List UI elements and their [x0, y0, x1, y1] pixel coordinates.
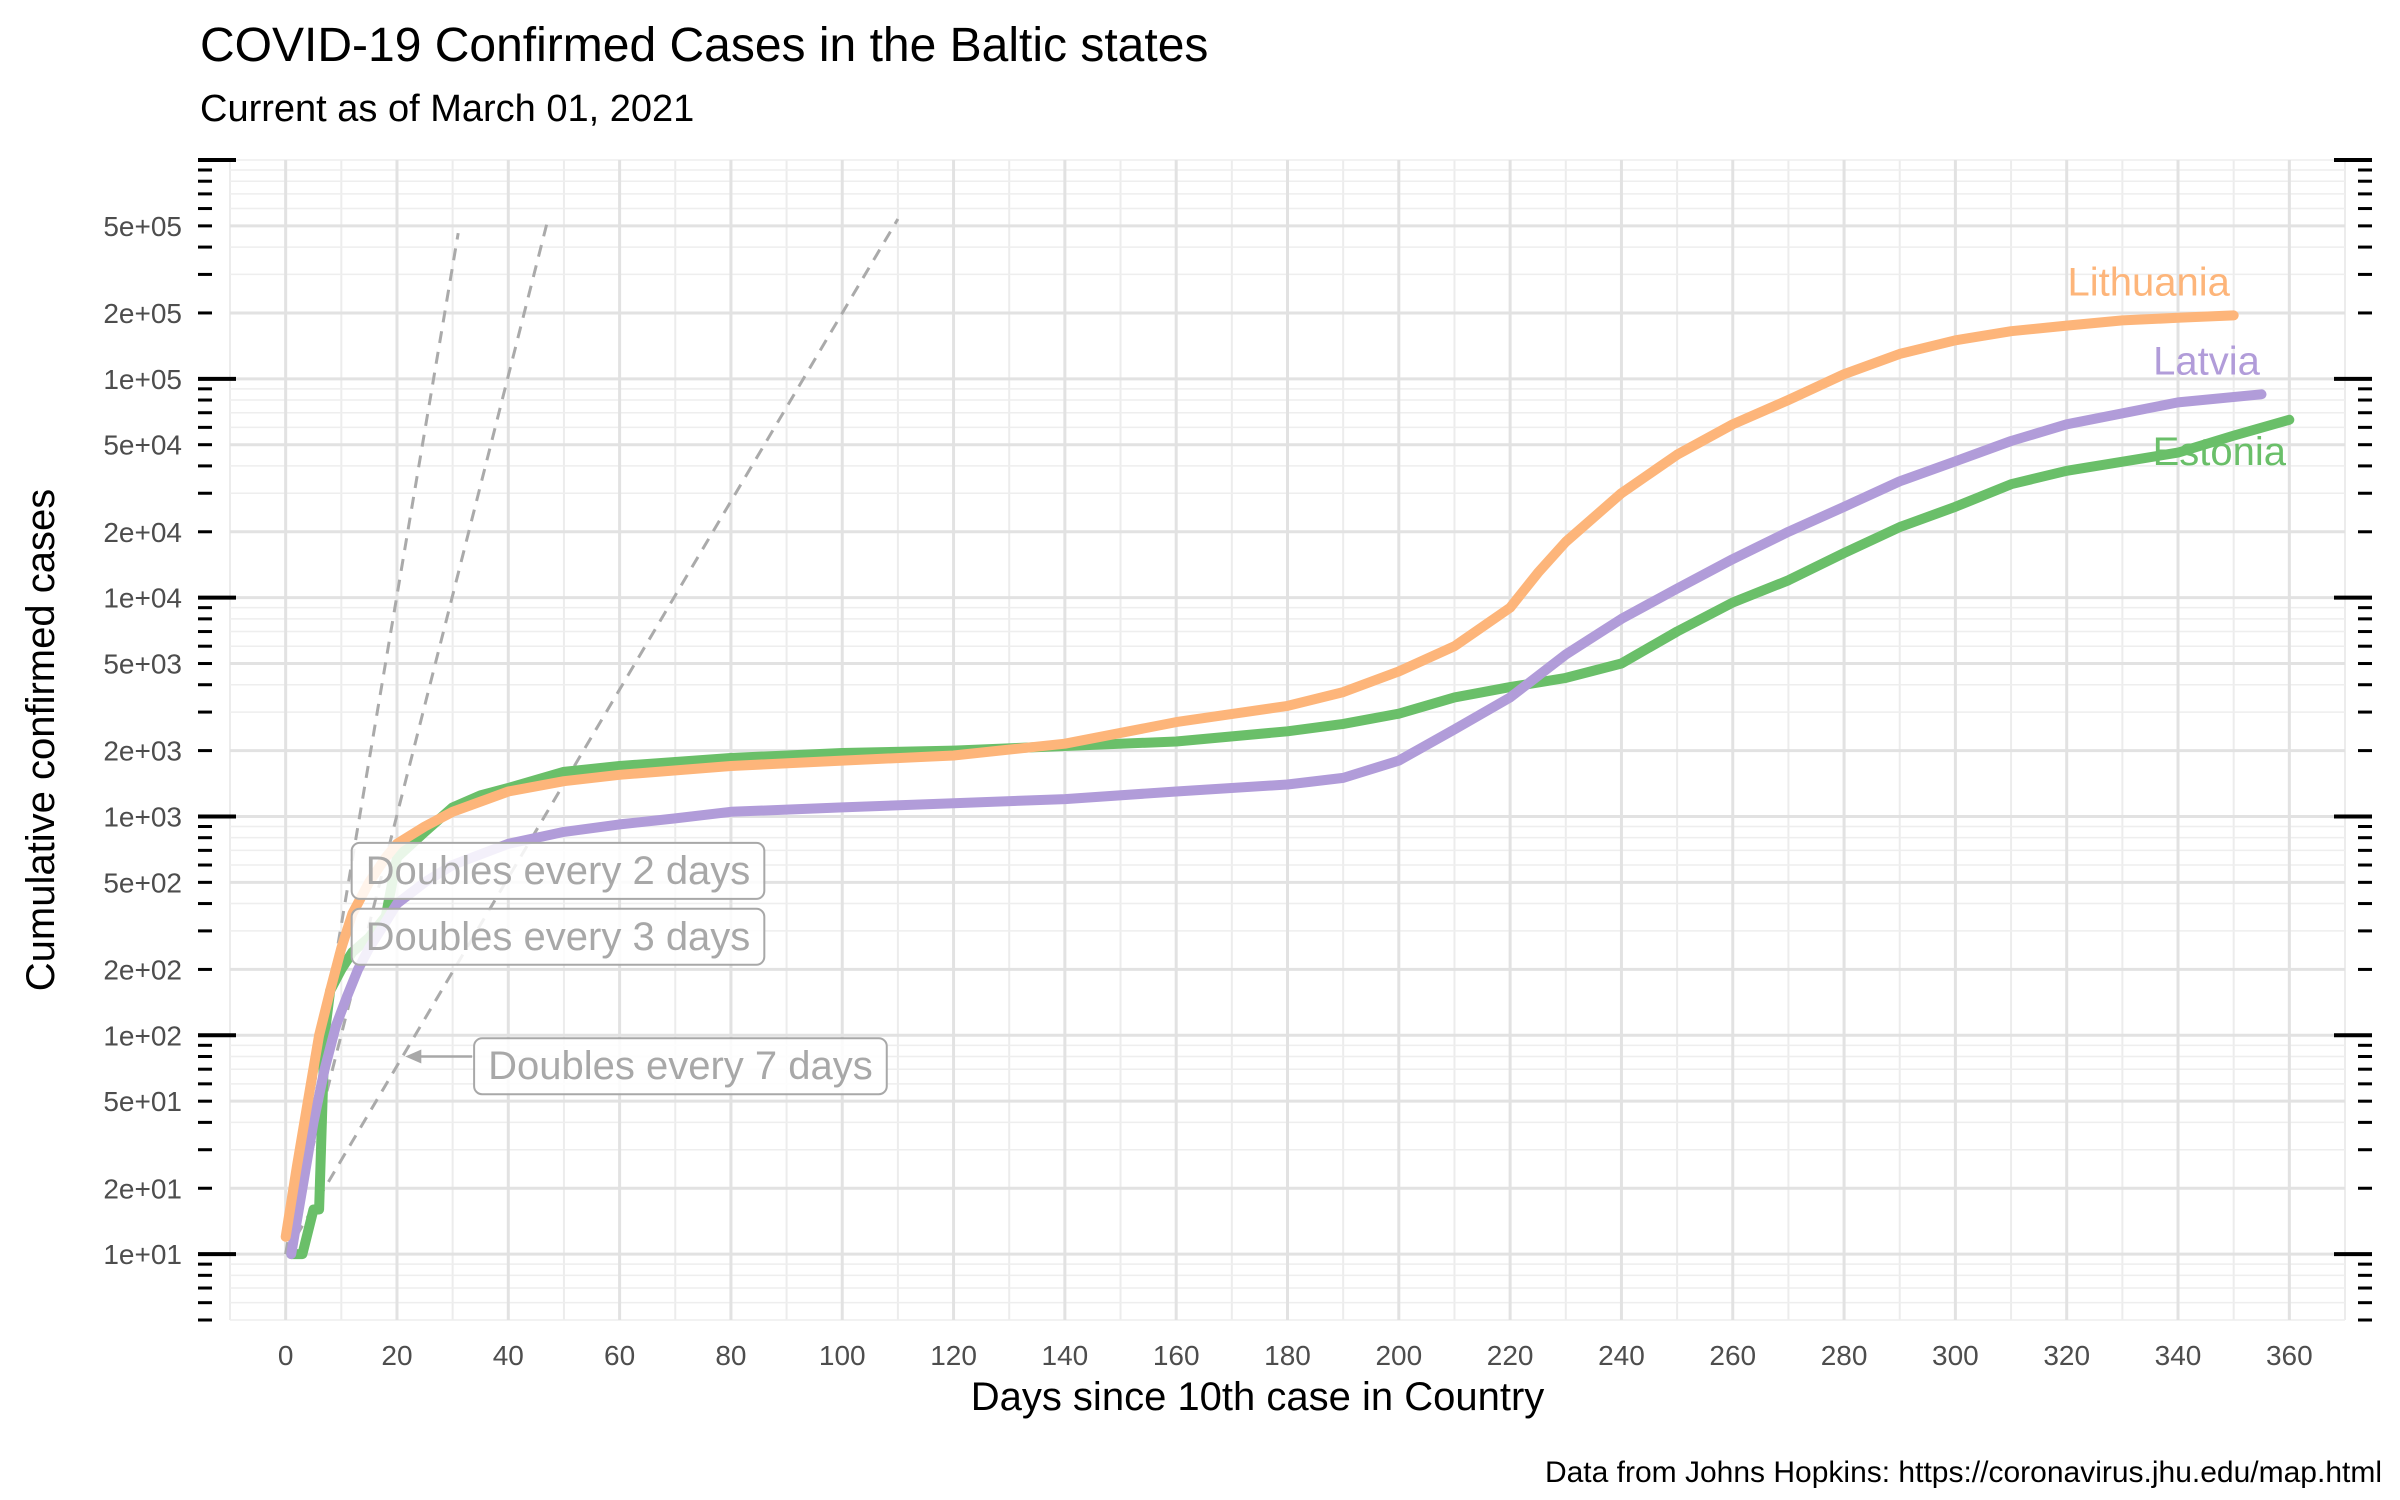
- doubling-annotation-box: [473, 1037, 888, 1096]
- y-tick-label: 5e+02: [103, 867, 182, 898]
- doubling-annotation-label: Doubles every 2 days: [366, 849, 751, 893]
- y-tick-label: 5e+05: [103, 211, 182, 242]
- y-axis-title: Cumulative confirmed cases: [19, 489, 63, 991]
- series-label-latvia: Latvia: [2153, 339, 2260, 383]
- x-tick-label: 20: [381, 1340, 412, 1371]
- x-tick-label: 260: [1709, 1340, 1756, 1371]
- y-tick-label: 5e+03: [103, 649, 182, 680]
- x-tick-label: 60: [604, 1340, 635, 1371]
- chart-subtitle: Current as of March 01, 2021: [200, 88, 695, 130]
- x-tick-label: 300: [1932, 1340, 1979, 1371]
- x-tick-label: 160: [1153, 1340, 1200, 1371]
- y-tick-label: 2e+03: [103, 736, 182, 767]
- y-tick-label: 1e+05: [103, 364, 182, 395]
- chart-title: COVID-19 Confirmed Cases in the Baltic s…: [200, 19, 1209, 72]
- x-tick-label: 280: [1821, 1340, 1868, 1371]
- series-line-latvia: [286, 389, 2267, 1260]
- y-tick-label: 1e+02: [103, 1020, 182, 1051]
- series-label-estonia: Estonia: [2153, 430, 2287, 474]
- x-tick-label: 340: [2155, 1340, 2202, 1371]
- annotation-arrow-head: [405, 1049, 422, 1064]
- y-tick-label: 2e+05: [103, 298, 182, 329]
- x-tick-label: 140: [1042, 1340, 1089, 1371]
- series-label-lithuania: Lithuania: [2067, 260, 2230, 304]
- x-tick-label: 40: [493, 1340, 524, 1371]
- x-tick-label: 320: [2043, 1340, 2090, 1371]
- series-line-lithuania: [280, 310, 2239, 1242]
- doubling-annotation-box: [350, 907, 766, 966]
- x-tick-label: 360: [2266, 1340, 2313, 1371]
- data-source-caption: Data from Johns Hopkins: https://coronav…: [1544, 1456, 2382, 1489]
- y-tick-label: 1e+04: [103, 583, 182, 614]
- y-tick-label: 2e+02: [103, 954, 182, 985]
- doubling-annotation-label: Doubles every 3 days: [366, 915, 751, 959]
- x-axis-title: Days since 10th case in Country: [971, 1375, 1545, 1419]
- doubling-annotation-label: Doubles every 7 days: [488, 1044, 873, 1088]
- x-tick-label: 240: [1598, 1340, 1645, 1371]
- x-tick-label: 180: [1264, 1340, 1311, 1371]
- y-tick-label: 2e+01: [103, 1173, 182, 1204]
- y-tick-label: 1e+03: [103, 801, 182, 832]
- x-tick-label: 0: [278, 1340, 294, 1371]
- y-tick-label: 5e+01: [103, 1086, 182, 1117]
- x-tick-label: 120: [930, 1340, 977, 1371]
- y-tick-label: 5e+04: [103, 430, 182, 461]
- x-tick-label: 200: [1375, 1340, 1422, 1371]
- y-tick-label: 2e+04: [103, 517, 182, 548]
- doubling-reference-line: [284, 218, 900, 1255]
- doubling-annotation-box: [350, 841, 766, 900]
- x-tick-label: 80: [715, 1340, 746, 1371]
- doubling-reference-line: [284, 221, 549, 1255]
- x-tick-label: 100: [819, 1340, 866, 1371]
- y-tick-label: 1e+01: [103, 1239, 182, 1270]
- x-tick-label: 220: [1487, 1340, 1534, 1371]
